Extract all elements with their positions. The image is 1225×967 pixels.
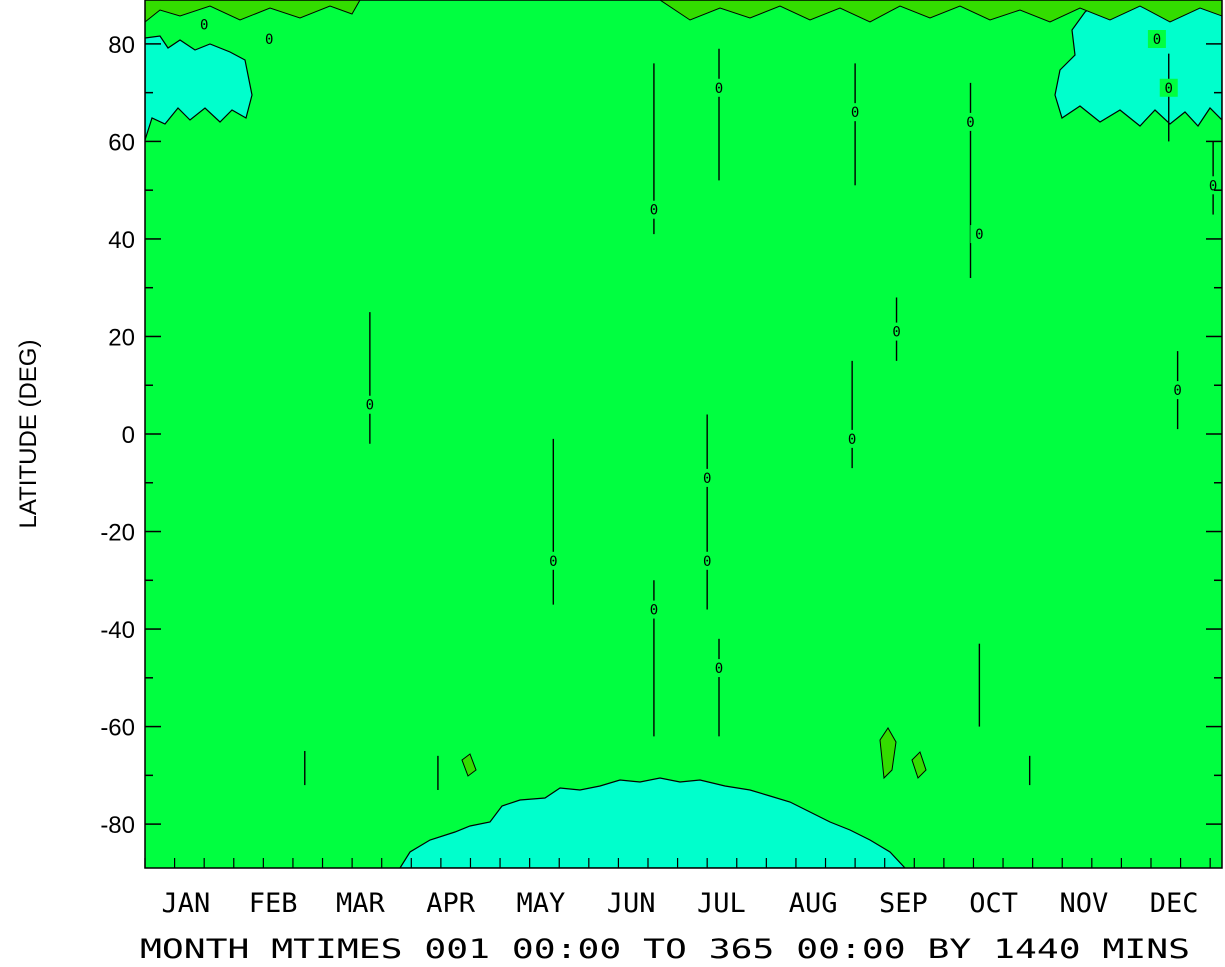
x-axis-label: MONTH MTIMES 001 00:00 TO 365 00:00 BY 1…	[140, 934, 1190, 965]
contour-label-bg	[846, 103, 865, 122]
low-level-region-north-right	[1054, 0, 1222, 127]
contour-label: 0	[966, 115, 974, 131]
contour-label-bg	[544, 551, 563, 570]
high-level-patch	[461, 753, 477, 777]
low-level-region-north-left	[145, 35, 253, 141]
y-tick-label: -20	[100, 520, 135, 547]
contour-label: 0	[1209, 178, 1217, 194]
y-tick-label: 80	[108, 32, 135, 59]
contour-label-bg	[710, 659, 729, 678]
high-level-patch	[911, 751, 927, 779]
contour-label: 0	[892, 325, 900, 341]
x-tick-label: MAR	[336, 888, 386, 919]
high-level-region-north-right	[659, 0, 1222, 23]
contour-label-bg	[360, 395, 379, 414]
x-tick-label: APR	[426, 888, 476, 919]
y-tick-label: -60	[100, 715, 135, 742]
contour-label-bg	[260, 30, 279, 49]
contour-labels: 0000000000000000000000000	[195, 15, 1222, 678]
contour-label: 0	[366, 398, 374, 414]
background-fill-region	[145, 0, 1222, 868]
contour-label: 0	[1153, 32, 1161, 48]
low-level-region-south	[399, 777, 906, 868]
contour-label-bg	[961, 112, 980, 131]
y-tick-label: 60	[108, 129, 135, 156]
y-tick-label: -40	[100, 617, 135, 644]
x-tick-label: JUN	[607, 888, 656, 919]
x-tick-label: AUG	[789, 888, 838, 919]
contour-label: 0	[650, 203, 658, 219]
contour-label: 0	[703, 554, 711, 570]
contour-label: 0	[975, 227, 983, 243]
contour-label: 0	[1165, 81, 1173, 97]
contour-label-bg	[1168, 381, 1187, 400]
x-tick-label: MAY	[517, 888, 566, 919]
contour-label: 0	[715, 661, 723, 677]
contour-label-bg	[970, 225, 989, 244]
contour-label-bg	[698, 468, 717, 487]
x-tick-label: NOV	[1059, 888, 1108, 919]
y-tick-label: 40	[108, 227, 135, 254]
contour-label: 0	[848, 432, 856, 448]
contour-label-bg	[1147, 30, 1166, 49]
contour-label: 0	[650, 603, 658, 619]
y-tick-label: -80	[100, 812, 135, 839]
x-tick-label: SEP	[879, 888, 928, 919]
contour-label: 0	[703, 471, 711, 487]
contour-label-bg	[710, 78, 729, 97]
y-axis-ticks: 80 60 40 20 0 -20 -40 -60 -80	[100, 32, 1222, 839]
contour-label-bg	[195, 15, 214, 34]
y-tick-label: 0	[122, 422, 135, 449]
contour-label: 0	[549, 554, 557, 570]
contour-label-bg	[1159, 78, 1178, 97]
y-tick-label: 20	[108, 324, 135, 351]
plot-area: 0000000000000000000000000	[145, 0, 1222, 868]
contour-label-bg	[698, 551, 717, 570]
contour-label: 0	[851, 105, 859, 121]
x-tick-label: DEC	[1150, 888, 1199, 919]
y-axis-label: LATITUDE (DEG)	[15, 340, 42, 529]
contour-label-bg	[644, 200, 663, 219]
contour-label: 0	[200, 17, 208, 33]
contour-label: 0	[1173, 383, 1181, 399]
x-tick-label: FEB	[249, 888, 298, 919]
high-level-region-north-left	[145, 0, 361, 23]
contour-label-bg	[887, 322, 906, 341]
high-level-patch	[879, 727, 897, 780]
x-axis-ticks: JAN FEB MAR APR MAY JUN JUL AUG SEP OCT NOV DEC	[144, 858, 1211, 919]
x-tick-label: OCT	[969, 888, 1018, 919]
x-tick-label: JUL	[697, 888, 746, 919]
contour-label: 0	[265, 32, 273, 48]
contour-label-bg	[843, 429, 862, 448]
contour-label: 0	[715, 81, 723, 97]
contour-label-bg	[644, 600, 663, 619]
x-tick-label: JAN	[161, 888, 210, 919]
